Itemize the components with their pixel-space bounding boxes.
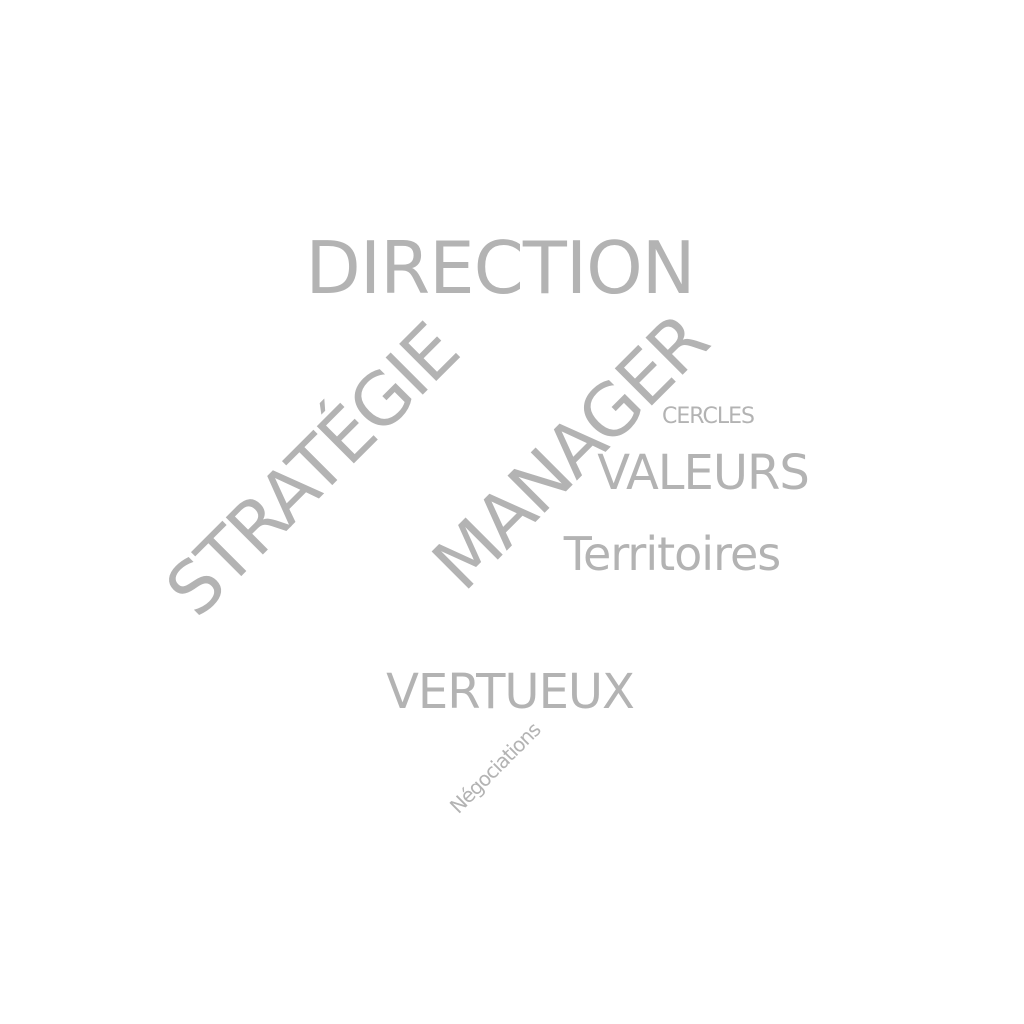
- word-cercles: CERCLES: [662, 404, 755, 429]
- word-direction: DIRECTION: [305, 226, 695, 310]
- word-negociations: Négociations: [444, 717, 546, 819]
- word-strategie: STRATÉGIE: [149, 307, 475, 633]
- word-valeurs: VALEURS: [597, 445, 810, 501]
- word-territoires: Territoires: [563, 527, 782, 581]
- word-vertueux: VERTUEUX: [386, 664, 635, 720]
